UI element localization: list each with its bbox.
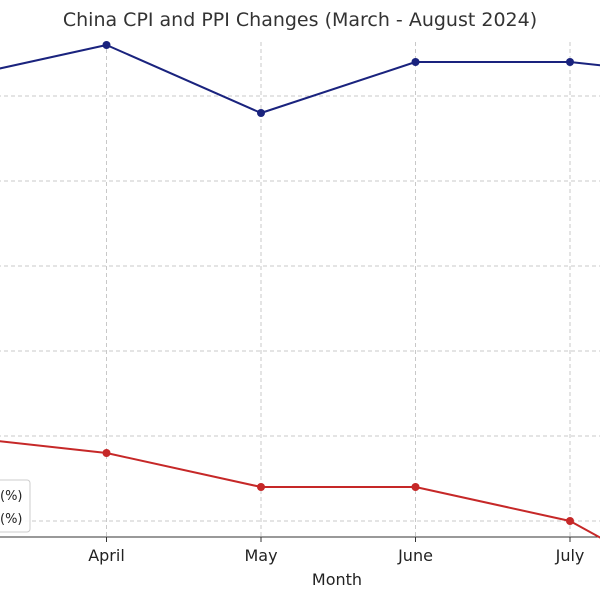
- legend-box: [0, 479, 31, 533]
- series-0-point: [566, 58, 574, 66]
- series-0-point: [102, 41, 111, 49]
- series-0-point: [257, 109, 265, 117]
- legend: (%) (%): [0, 479, 31, 533]
- series-line-1: [0, 440, 600, 539]
- series-0-point: [411, 58, 420, 66]
- legend-entry: (%): [0, 489, 23, 504]
- series-1-point: [566, 517, 574, 525]
- legend-entry: (%): [0, 512, 23, 527]
- x-tick-label: July: [555, 546, 585, 565]
- series-1-point: [257, 483, 265, 491]
- series-1-point: [102, 449, 111, 457]
- x-tick-label: June: [397, 546, 433, 565]
- chart-title: China CPI and PPI Changes (March - Augus…: [63, 9, 537, 31]
- x-tick-labels: April May June July: [88, 537, 585, 565]
- x-axis-label: Month: [312, 570, 362, 589]
- series-layer: [0, 41, 600, 539]
- series-1-point: [411, 483, 420, 491]
- x-tick-label: May: [244, 546, 277, 565]
- grid: [0, 42, 600, 537]
- x-tick-label: April: [88, 546, 125, 565]
- series-line-0: [0, 44, 600, 114]
